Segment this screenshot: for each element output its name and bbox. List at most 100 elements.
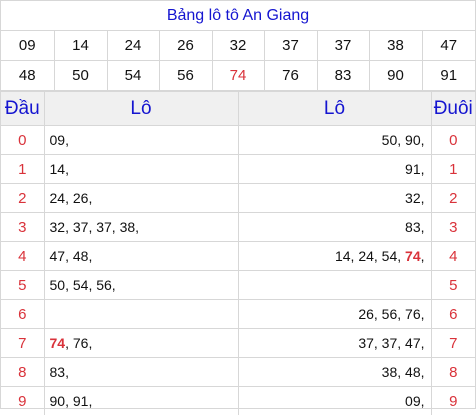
duoi-digit: 1 <box>431 155 475 184</box>
duoi-digit: 0 <box>431 126 475 155</box>
result-number: 54 <box>107 61 159 91</box>
lo-left-cell <box>44 300 238 329</box>
result-number: 09 <box>1 31 54 61</box>
dau-digit: 1 <box>1 155 44 184</box>
lo-left-cell: 32, 37, 37, 38, <box>44 213 238 242</box>
lo-number: 32 <box>405 190 421 206</box>
header-lo-right: Lô <box>238 92 431 126</box>
lo-right-cell: 37, 37, 47, <box>238 329 431 358</box>
header-duoi: Đuôi <box>431 92 475 126</box>
result-number: 37 <box>317 31 369 61</box>
duoi-digit: 8 <box>431 358 475 387</box>
result-number: 56 <box>159 61 212 91</box>
duoi-digit: 5 <box>431 271 475 300</box>
lo-left-cell: 09, <box>44 126 238 155</box>
lo-right-cell: 83, <box>238 213 431 242</box>
lo-number: 14 <box>50 161 66 177</box>
lo-number: 54 <box>382 248 398 264</box>
lo-number: 24 <box>50 190 66 206</box>
duoi-digit: 9 <box>431 387 475 415</box>
lo-number: 76 <box>73 335 89 351</box>
result-number: 76 <box>264 61 317 91</box>
loto-header-row: Đầu Lô Lô Đuôi <box>1 92 475 126</box>
lo-left-cell: 14, <box>44 155 238 184</box>
lo-right-cell: 50, 90, <box>238 126 431 155</box>
board-title: Bảng lô tô An Giang <box>1 1 475 31</box>
lo-number: 74 <box>50 335 66 351</box>
lo-number: 38 <box>382 364 398 380</box>
result-number: 14 <box>54 31 107 61</box>
dau-digit: 8 <box>1 358 44 387</box>
lo-number: 24 <box>358 248 374 264</box>
result-number: 91 <box>422 61 475 91</box>
lo-number: 50 <box>382 132 398 148</box>
lo-number: 91 <box>405 161 421 177</box>
result-number: 47 <box>422 31 475 61</box>
dau-digit: 3 <box>1 213 44 242</box>
result-number: 90 <box>369 61 422 91</box>
result-number: 26 <box>159 31 212 61</box>
lo-number: 50 <box>50 277 66 293</box>
lo-left-cell: 50, 54, 56, <box>44 271 238 300</box>
result-number: 32 <box>212 31 264 61</box>
lo-number: 47 <box>405 335 421 351</box>
result-number: 74 <box>212 61 264 91</box>
header-lo-left: Lô <box>44 92 238 126</box>
lo-number: 37 <box>358 335 374 351</box>
result-number: 83 <box>317 61 369 91</box>
dau-digit: 0 <box>1 126 44 155</box>
lo-number: 37 <box>73 219 89 235</box>
lo-number: 09 <box>50 132 66 148</box>
lo-right-cell: 32, <box>238 184 431 213</box>
lo-number: 38 <box>120 219 136 235</box>
duoi-digit: 4 <box>431 242 475 271</box>
duoi-digit: 3 <box>431 213 475 242</box>
lo-number: 09 <box>405 393 421 409</box>
lo-right-cell: 91, <box>238 155 431 184</box>
duoi-digit: 6 <box>431 300 475 329</box>
lo-number: 54 <box>73 277 89 293</box>
duoi-digit: 2 <box>431 184 475 213</box>
lo-right-cell: 38, 48, <box>238 358 431 387</box>
dau-digit: 5 <box>1 271 44 300</box>
lo-number: 74 <box>405 248 421 264</box>
lo-number: 48 <box>73 248 89 264</box>
lo-right-cell: 26, 56, 76, <box>238 300 431 329</box>
lo-number: 48 <box>405 364 421 380</box>
duoi-digit: 7 <box>431 329 475 358</box>
lo-number: 76 <box>405 306 421 322</box>
lo-number: 91 <box>73 393 89 409</box>
lo-number: 90 <box>50 393 66 409</box>
lo-left-cell: 90, 91, <box>44 387 238 415</box>
lo-number: 83 <box>50 364 66 380</box>
lo-left-cell: 47, 48, <box>44 242 238 271</box>
lo-number: 26 <box>358 306 374 322</box>
lo-right-cell: 09, <box>238 387 431 415</box>
lo-right-cell: 14, 24, 54, 74, <box>238 242 431 271</box>
lo-number: 56 <box>382 306 398 322</box>
lo-number: 56 <box>96 277 112 293</box>
header-dau: Đầu <box>1 92 44 126</box>
lo-right-cell <box>238 271 431 300</box>
lo-number: 47 <box>50 248 66 264</box>
lo-number: 26 <box>73 190 89 206</box>
lo-number: 83 <box>405 219 421 235</box>
result-number: 50 <box>54 61 107 91</box>
lo-left-cell: 83, <box>44 358 238 387</box>
dau-digit: 9 <box>1 387 44 415</box>
dau-digit: 2 <box>1 184 44 213</box>
lo-left-cell: 24, 26, <box>44 184 238 213</box>
result-number: 38 <box>369 31 422 61</box>
